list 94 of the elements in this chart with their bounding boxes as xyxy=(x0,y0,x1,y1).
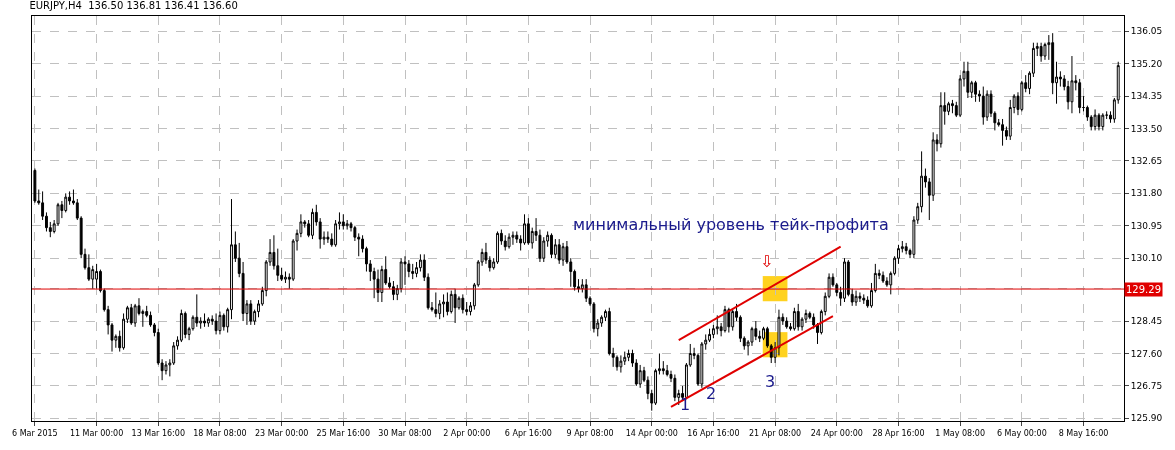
candlestick xyxy=(1097,112,1101,131)
annotation: 3 xyxy=(765,372,776,391)
candlestick xyxy=(785,316,789,330)
candlestick xyxy=(1001,118,1004,147)
chart-title: EURJPY,H4 136.50 136.81 136.41 136.60 xyxy=(29,0,238,12)
y-tick-label: 134.35 xyxy=(1130,91,1163,102)
x-tick-label: 16 Apr 16:00 xyxy=(687,428,740,438)
candlestick xyxy=(812,312,816,330)
candlestick xyxy=(619,354,623,374)
y-tick-label: 131.80 xyxy=(1130,188,1163,199)
y-tick-label: 130.10 xyxy=(1130,253,1163,264)
x-tick-label: 28 Apr 16:00 xyxy=(872,428,925,438)
candlestick xyxy=(214,312,218,335)
y-tick-label: 130.95 xyxy=(1130,220,1163,231)
candlestick xyxy=(904,242,908,255)
x-tick-label: 24 Apr 00:00 xyxy=(810,428,863,438)
x-tick-label: 25 Mar 16:00 xyxy=(316,428,371,438)
candlestick xyxy=(854,290,858,307)
candlestick xyxy=(311,208,314,240)
candlestick xyxy=(411,263,415,280)
candlestick xyxy=(95,263,99,290)
candlestick xyxy=(843,257,846,303)
y-tick-label: 136.05 xyxy=(1130,26,1163,37)
candlestick xyxy=(1078,78,1082,114)
candlestick xyxy=(1101,112,1105,131)
x-tick-label: 6 Mar 2015 xyxy=(12,428,58,438)
x-tick-label: 8 May 16:00 xyxy=(1058,428,1109,438)
annotation: ⇩ xyxy=(760,252,774,271)
candlestick xyxy=(434,291,438,318)
candlestick xyxy=(195,293,199,328)
y-tick-label: 132.65 xyxy=(1130,156,1163,167)
candlestick xyxy=(561,242,565,267)
x-tick-label: 1 May 08:00 xyxy=(935,428,986,438)
annotation: минимальный уровень тейк-профита xyxy=(573,215,889,234)
candlestick xyxy=(673,373,677,402)
candlestick xyxy=(966,61,970,99)
candlestick xyxy=(206,316,210,328)
y-tick-label: 126.75 xyxy=(1130,381,1163,392)
candlestick xyxy=(203,312,206,328)
candlestick xyxy=(445,291,449,316)
candlestick xyxy=(442,293,445,318)
x-tick-label: 18 Mar 08:00 xyxy=(193,428,247,438)
annotation: 2 xyxy=(706,384,717,403)
candlestick xyxy=(985,89,989,122)
candlestick xyxy=(974,80,978,103)
candlestick xyxy=(376,269,380,303)
candlestick xyxy=(1070,55,1074,114)
x-tick-label: 14 Apr 00:00 xyxy=(625,428,678,438)
x-tick-label: 13 Mar 16:00 xyxy=(131,428,185,438)
y-tick-label: 128.45 xyxy=(1130,316,1163,327)
x-tick-label: 30 Mar 08:00 xyxy=(378,428,432,438)
candlestick xyxy=(284,271,287,284)
x-tick-label: 2 Apr 00:00 xyxy=(443,428,491,438)
candlestick xyxy=(584,278,588,303)
candlestick xyxy=(526,217,530,246)
x-tick-label: 11 Mar 00:00 xyxy=(69,428,124,438)
candlestick xyxy=(1093,108,1097,131)
candlestick xyxy=(1039,42,1043,63)
x-tick-label: 23 Mar 00:00 xyxy=(254,428,309,438)
candlestick xyxy=(939,91,943,149)
candlestick xyxy=(951,99,954,114)
candlestick xyxy=(507,232,511,250)
annotation: 1 xyxy=(680,395,691,414)
candlestick xyxy=(326,230,330,244)
candlestick xyxy=(723,305,727,334)
candlestick xyxy=(715,314,719,335)
candlestick xyxy=(511,230,515,246)
candlestick xyxy=(218,311,222,335)
ref-line-label: 129.29 xyxy=(1126,284,1161,295)
x-tick-label: 21 Apr 08:00 xyxy=(749,428,802,438)
candlestick xyxy=(222,312,226,332)
candlestick xyxy=(981,86,985,126)
y-tick-label: 133.50 xyxy=(1130,123,1163,134)
y-tick-label: 127.60 xyxy=(1130,348,1163,359)
candlestick xyxy=(792,307,796,332)
candlestick xyxy=(858,291,862,303)
candlestick xyxy=(249,299,253,326)
candlestick xyxy=(1082,95,1085,112)
candlestick xyxy=(862,293,866,305)
candlestick xyxy=(453,288,457,324)
x-tick-label: 9 Apr 08:00 xyxy=(566,428,614,438)
x-tick-label: 6 Apr 16:00 xyxy=(504,428,552,438)
y-tick-label: 135.20 xyxy=(1130,58,1163,69)
x-tick-label: 6 May 00:00 xyxy=(996,428,1047,438)
candlestick xyxy=(796,303,800,332)
candlestick xyxy=(550,232,553,259)
candlestick xyxy=(557,238,561,265)
candlestick xyxy=(341,213,345,231)
candlestick xyxy=(129,303,133,326)
candlestick xyxy=(881,271,885,284)
candlestick xyxy=(461,293,465,314)
y-tick-label: 125.90 xyxy=(1130,413,1163,424)
candlestick xyxy=(183,311,187,339)
candlestick xyxy=(503,234,507,252)
